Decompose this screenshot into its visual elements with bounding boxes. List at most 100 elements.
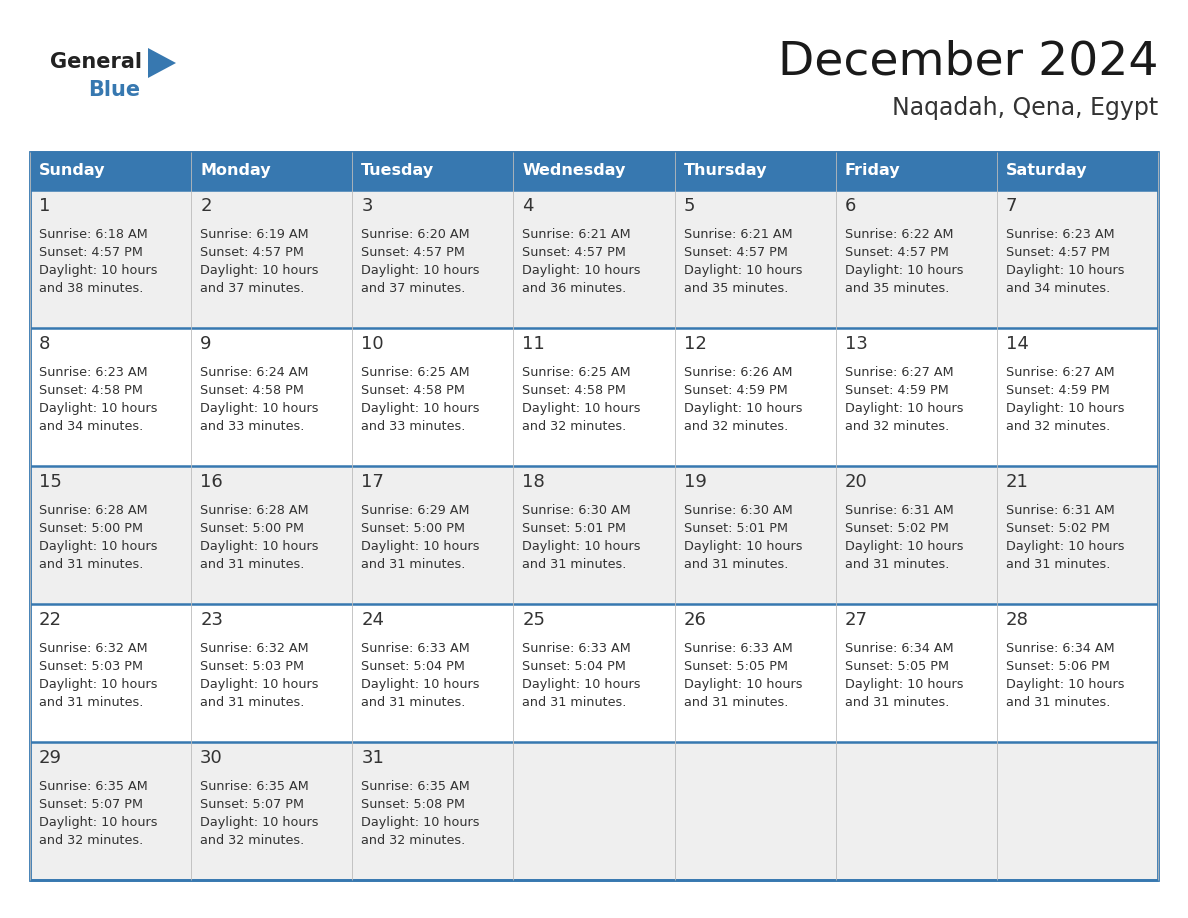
Bar [191,190,353,328]
Text: 13: 13 [845,335,867,353]
Text: Sunrise: 6:32 AM
Sunset: 5:03 PM
Daylight: 10 hours
and 31 minutes.: Sunrise: 6:32 AM Sunset: 5:03 PM Dayligh… [39,642,158,709]
Text: Sunrise: 6:23 AM
Sunset: 4:57 PM
Daylight: 10 hours
and 34 minutes.: Sunrise: 6:23 AM Sunset: 4:57 PM Dayligh… [1006,228,1124,295]
Text: Sunrise: 6:33 AM
Sunset: 5:04 PM
Daylight: 10 hours
and 31 minutes.: Sunrise: 6:33 AM Sunset: 5:04 PM Dayligh… [523,642,642,709]
Text: General: General [50,52,143,72]
Text: Blue: Blue [88,80,140,100]
Bar [353,328,513,466]
Bar [835,190,997,328]
Bar [513,152,675,190]
Bar [191,742,353,880]
Text: Sunrise: 6:22 AM
Sunset: 4:57 PM
Daylight: 10 hours
and 35 minutes.: Sunrise: 6:22 AM Sunset: 4:57 PM Dayligh… [845,228,963,295]
Bar [353,152,513,190]
Text: Sunrise: 6:27 AM
Sunset: 4:59 PM
Daylight: 10 hours
and 32 minutes.: Sunrise: 6:27 AM Sunset: 4:59 PM Dayligh… [1006,366,1124,433]
Text: Sunrise: 6:34 AM
Sunset: 5:05 PM
Daylight: 10 hours
and 31 minutes.: Sunrise: 6:34 AM Sunset: 5:05 PM Dayligh… [845,642,963,709]
Text: 14: 14 [1006,335,1029,353]
Text: Sunrise: 6:21 AM
Sunset: 4:57 PM
Daylight: 10 hours
and 35 minutes.: Sunrise: 6:21 AM Sunset: 4:57 PM Dayligh… [683,228,802,295]
Bar [353,604,513,742]
Bar [30,466,191,604]
Text: Monday: Monday [200,163,271,178]
Bar [997,742,1158,880]
Bar [835,328,997,466]
Bar [191,466,353,604]
Text: Sunrise: 6:32 AM
Sunset: 5:03 PM
Daylight: 10 hours
and 31 minutes.: Sunrise: 6:32 AM Sunset: 5:03 PM Dayligh… [200,642,318,709]
Text: 11: 11 [523,335,545,353]
Text: 19: 19 [683,473,707,491]
Bar [30,742,191,880]
Text: 24: 24 [361,611,384,629]
Text: Sunrise: 6:29 AM
Sunset: 5:00 PM
Daylight: 10 hours
and 31 minutes.: Sunrise: 6:29 AM Sunset: 5:00 PM Dayligh… [361,504,480,571]
Text: Sunrise: 6:18 AM
Sunset: 4:57 PM
Daylight: 10 hours
and 38 minutes.: Sunrise: 6:18 AM Sunset: 4:57 PM Dayligh… [39,228,158,295]
Text: 20: 20 [845,473,867,491]
Bar [997,328,1158,466]
Text: 5: 5 [683,197,695,215]
Text: 23: 23 [200,611,223,629]
Bar [675,152,835,190]
Text: Sunrise: 6:21 AM
Sunset: 4:57 PM
Daylight: 10 hours
and 36 minutes.: Sunrise: 6:21 AM Sunset: 4:57 PM Dayligh… [523,228,642,295]
Text: 2: 2 [200,197,211,215]
Text: Sunrise: 6:30 AM
Sunset: 5:01 PM
Daylight: 10 hours
and 31 minutes.: Sunrise: 6:30 AM Sunset: 5:01 PM Dayligh… [683,504,802,571]
Text: 25: 25 [523,611,545,629]
Text: 17: 17 [361,473,384,491]
Text: Sunrise: 6:20 AM
Sunset: 4:57 PM
Daylight: 10 hours
and 37 minutes.: Sunrise: 6:20 AM Sunset: 4:57 PM Dayligh… [361,228,480,295]
Text: 31: 31 [361,749,384,767]
Bar [997,604,1158,742]
Text: Friday: Friday [845,163,901,178]
Text: Wednesday: Wednesday [523,163,626,178]
Text: December 2024: December 2024 [777,39,1158,84]
Text: Sunday: Sunday [39,163,106,178]
Bar [513,190,675,328]
Text: Sunrise: 6:19 AM
Sunset: 4:57 PM
Daylight: 10 hours
and 37 minutes.: Sunrise: 6:19 AM Sunset: 4:57 PM Dayligh… [200,228,318,295]
Text: Saturday: Saturday [1006,163,1087,178]
Text: Sunrise: 6:34 AM
Sunset: 5:06 PM
Daylight: 10 hours
and 31 minutes.: Sunrise: 6:34 AM Sunset: 5:06 PM Dayligh… [1006,642,1124,709]
Text: Sunrise: 6:28 AM
Sunset: 5:00 PM
Daylight: 10 hours
and 31 minutes.: Sunrise: 6:28 AM Sunset: 5:00 PM Dayligh… [200,504,318,571]
Bar [30,152,191,190]
Text: Sunrise: 6:26 AM
Sunset: 4:59 PM
Daylight: 10 hours
and 32 minutes.: Sunrise: 6:26 AM Sunset: 4:59 PM Dayligh… [683,366,802,433]
Text: Sunrise: 6:28 AM
Sunset: 5:00 PM
Daylight: 10 hours
and 31 minutes.: Sunrise: 6:28 AM Sunset: 5:00 PM Dayligh… [39,504,158,571]
Bar [191,152,353,190]
Text: Sunrise: 6:31 AM
Sunset: 5:02 PM
Daylight: 10 hours
and 31 minutes.: Sunrise: 6:31 AM Sunset: 5:02 PM Dayligh… [1006,504,1124,571]
Text: Sunrise: 6:35 AM
Sunset: 5:08 PM
Daylight: 10 hours
and 32 minutes.: Sunrise: 6:35 AM Sunset: 5:08 PM Dayligh… [361,780,480,847]
Text: 8: 8 [39,335,50,353]
Bar [353,742,513,880]
Bar [30,604,191,742]
Bar [30,190,191,328]
Text: 18: 18 [523,473,545,491]
Text: 6: 6 [845,197,857,215]
Bar [835,604,997,742]
Bar [191,604,353,742]
Text: 15: 15 [39,473,62,491]
Bar [675,190,835,328]
Text: Thursday: Thursday [683,163,767,178]
Text: 26: 26 [683,611,707,629]
Text: 16: 16 [200,473,223,491]
Text: 9: 9 [200,335,211,353]
Bar [30,328,191,466]
Text: 4: 4 [523,197,533,215]
Text: Sunrise: 6:30 AM
Sunset: 5:01 PM
Daylight: 10 hours
and 31 minutes.: Sunrise: 6:30 AM Sunset: 5:01 PM Dayligh… [523,504,642,571]
Text: Tuesday: Tuesday [361,163,435,178]
Text: Naqadah, Qena, Egypt: Naqadah, Qena, Egypt [892,96,1158,120]
Text: 7: 7 [1006,197,1017,215]
Text: 10: 10 [361,335,384,353]
Text: 22: 22 [39,611,62,629]
Text: Sunrise: 6:27 AM
Sunset: 4:59 PM
Daylight: 10 hours
and 32 minutes.: Sunrise: 6:27 AM Sunset: 4:59 PM Dayligh… [845,366,963,433]
Bar [835,742,997,880]
Text: 21: 21 [1006,473,1029,491]
Text: 28: 28 [1006,611,1029,629]
Text: Sunrise: 6:31 AM
Sunset: 5:02 PM
Daylight: 10 hours
and 31 minutes.: Sunrise: 6:31 AM Sunset: 5:02 PM Dayligh… [845,504,963,571]
Polygon shape [148,48,176,78]
Text: Sunrise: 6:35 AM
Sunset: 5:07 PM
Daylight: 10 hours
and 32 minutes.: Sunrise: 6:35 AM Sunset: 5:07 PM Dayligh… [39,780,158,847]
Text: 27: 27 [845,611,867,629]
Text: 1: 1 [39,197,50,215]
Bar [675,466,835,604]
Text: Sunrise: 6:25 AM
Sunset: 4:58 PM
Daylight: 10 hours
and 33 minutes.: Sunrise: 6:25 AM Sunset: 4:58 PM Dayligh… [361,366,480,433]
Bar [675,604,835,742]
Bar [30,152,1158,880]
Bar [353,466,513,604]
Bar [675,328,835,466]
Text: 30: 30 [200,749,223,767]
Bar [675,742,835,880]
Bar [513,742,675,880]
Bar [997,466,1158,604]
Text: Sunrise: 6:33 AM
Sunset: 5:04 PM
Daylight: 10 hours
and 31 minutes.: Sunrise: 6:33 AM Sunset: 5:04 PM Dayligh… [361,642,480,709]
